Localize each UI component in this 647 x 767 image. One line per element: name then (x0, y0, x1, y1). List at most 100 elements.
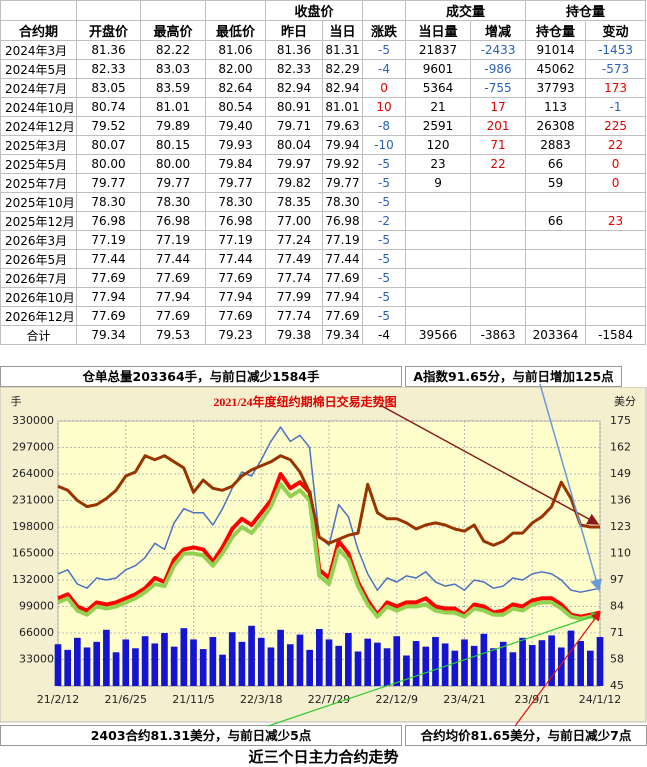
table-cell: 77.49 (265, 249, 323, 269)
table-cell (405, 287, 472, 307)
table-cell: 66 (525, 211, 587, 231)
table-cell: 77.94 (76, 287, 141, 307)
table-cell: -5 (362, 249, 407, 269)
table-cell: -5 (362, 306, 407, 326)
volume-bar (83, 647, 91, 686)
table-cell: 77.69 (321, 268, 364, 288)
volume-bar (151, 643, 159, 686)
table-cell: 79.92 (321, 154, 364, 174)
price-line (57, 426, 601, 593)
total-cell: 79.34 (321, 325, 364, 345)
table-cell: 82.94 (321, 78, 364, 98)
y-axis-label: 手 (11, 394, 22, 408)
table-cell: 26308 (525, 116, 587, 136)
volume-bar (557, 647, 565, 686)
table-cell: -755 (470, 78, 527, 98)
table-cell: 79.52 (76, 116, 141, 136)
volume-bar (586, 650, 594, 686)
header-cell (0, 0, 77, 21)
table-cell (470, 249, 527, 269)
table-cell: 82.22 (140, 40, 206, 60)
table-cell: 80.91 (265, 97, 323, 117)
table-cell: 2026年7月 (0, 268, 77, 288)
table-cell: -5 (362, 173, 407, 193)
y2-tick-label: 97 (610, 573, 624, 586)
table-cell: 2024年5月 (0, 59, 77, 79)
table-row: 收盘价 成交量 持仓量 (0, 0, 647, 21)
table-cell: 77.94 (321, 287, 364, 307)
table-cell: 79.82 (265, 173, 323, 193)
table-cell: 79.93 (205, 135, 266, 155)
table-cell (525, 268, 587, 288)
y-tick-label: 132000 (12, 573, 54, 586)
table-cell: 77.99 (265, 287, 323, 307)
x-tick-label: 23/4/21 (443, 693, 485, 706)
table-cell: 78.30 (205, 192, 266, 212)
table-row: 2026年10月 77.94 77.94 77.94 77.99 77.94 -5 (0, 287, 647, 307)
table-cell: -2 (362, 211, 407, 231)
total-cell: -1584 (585, 325, 647, 345)
table-cell: 66 (525, 154, 587, 174)
volume-bar (567, 630, 575, 686)
table-cell: 2025年10月 (0, 192, 77, 212)
table-cell: 22 (585, 135, 647, 155)
table-cell: 91014 (525, 40, 587, 60)
volume-bar (64, 649, 72, 686)
column-header: 当日 (321, 20, 364, 41)
volume-bar (480, 633, 488, 686)
table-cell: 80.07 (76, 135, 141, 155)
table-row: 2025年7月 79.77 79.77 79.77 79.82 79.77 -5 9 59 0 (0, 173, 647, 193)
volume-bar (374, 642, 381, 686)
table-cell: 0 (585, 154, 647, 174)
volume-bar (422, 646, 430, 686)
volume-bar (548, 635, 555, 686)
column-header: 昨日 (265, 20, 323, 41)
table-cell: 5364 (405, 78, 472, 98)
y-tick-label: 264000 (12, 467, 54, 480)
quote-table: 收盘价 成交量 持仓量 合约期 开盘价 最高价 最低价 昨日 当日 涨跌 当日量 增减 持仓量 变动 202… (0, 0, 647, 345)
table-cell: 77.24 (265, 230, 323, 250)
table-cell (585, 306, 647, 326)
table-cell: 81.06 (205, 40, 266, 60)
table-cell: 80.04 (265, 135, 323, 155)
table-cell: 77.44 (76, 249, 141, 269)
table-cell: 23 (585, 211, 647, 231)
table-cell (405, 306, 472, 326)
table-cell: 45062 (525, 59, 587, 79)
table-cell: 79.89 (140, 116, 206, 136)
table-row: 2026年3月 77.19 77.19 77.19 77.24 77.19 -5 (0, 230, 647, 250)
table-cell: 78.30 (321, 192, 364, 212)
table-cell: 79.63 (321, 116, 364, 136)
table-cell: 83.59 (140, 78, 206, 98)
table-row: 2026年7月 77.69 77.69 77.69 77.74 77.69 -5 (0, 268, 647, 288)
table-cell: 77.69 (140, 268, 206, 288)
table-cell: 80.00 (76, 154, 141, 174)
table-row: 合计 79.34 79.53 79.23 79.38 79.34 -4 39566 -3863 2… (0, 325, 647, 345)
table-row: 2025年3月 80.07 80.15 79.93 80.04 79.94 -10 120 71… (0, 135, 647, 155)
table-cell: 82.29 (321, 59, 364, 79)
table-cell: 2883 (525, 135, 587, 155)
table-cell (470, 287, 527, 307)
table-cell (405, 230, 472, 250)
table-row: 2026年12月 77.69 77.69 77.69 77.74 77.69 -5 (0, 306, 647, 326)
table-cell: 79.84 (205, 154, 266, 174)
table-cell (405, 211, 472, 231)
volume-bar (432, 637, 439, 686)
volume-bar (257, 637, 265, 686)
volume-bar (577, 641, 584, 686)
y2-tick-label: 149 (610, 467, 631, 480)
table-cell (585, 287, 647, 307)
total-cell: 合计 (0, 325, 77, 345)
total-cell: 203364 (525, 325, 587, 345)
volume-bar (461, 639, 468, 686)
table-cell: 59 (525, 173, 587, 193)
price-line (57, 454, 600, 547)
table-cell: 79.77 (321, 173, 364, 193)
table-cell: 10 (362, 97, 407, 117)
table-cell (585, 249, 647, 269)
y2-tick-label: 45 (610, 679, 624, 692)
column-header: 最高价 (140, 20, 206, 41)
table-cell: 83.03 (140, 59, 206, 79)
volume-bar (364, 638, 372, 686)
table-cell: 21 (405, 97, 472, 117)
